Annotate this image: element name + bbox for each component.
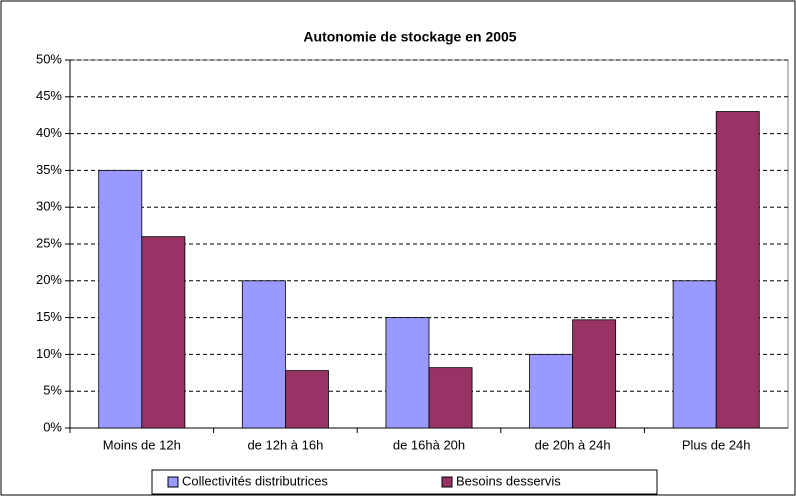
- y-tick-label: 35%: [36, 162, 62, 177]
- legend-label: Collectivités distributrices: [182, 473, 328, 488]
- bar: [572, 319, 617, 429]
- x-tick-label: de 12h à 16h: [247, 437, 323, 452]
- x-tick-label: de 16hà 20h: [393, 437, 465, 452]
- y-tick-label: 0%: [43, 419, 62, 434]
- y-tick-label: 20%: [36, 272, 62, 287]
- bar: [428, 367, 473, 429]
- legend-label: Besoins desservis: [456, 473, 561, 488]
- bar: [241, 280, 286, 429]
- legend: [151, 469, 658, 495]
- y-tick-label: 25%: [36, 235, 62, 250]
- chart-title: Autonomie de stockage en 2005: [303, 29, 516, 45]
- y-tick-label: 5%: [43, 383, 62, 398]
- bar: [385, 317, 430, 429]
- bar: [672, 280, 717, 429]
- x-tick-label: Plus de 24h: [682, 437, 751, 452]
- y-tick-label: 45%: [36, 88, 62, 103]
- bar: [141, 236, 186, 429]
- bar: [715, 111, 760, 429]
- y-tick-label: 50%: [36, 51, 62, 66]
- bar: [284, 370, 329, 429]
- y-tick-label: 40%: [36, 125, 62, 140]
- bar: [98, 169, 143, 429]
- x-tick-label: Moins de 12h: [103, 437, 181, 452]
- y-tick-label: 30%: [36, 199, 62, 214]
- bar: [529, 353, 574, 429]
- legend-swatch: [441, 476, 453, 488]
- legend-swatch: [167, 476, 179, 488]
- x-tick-label: de 20h à 24h: [535, 437, 611, 452]
- y-tick-label: 10%: [36, 346, 62, 361]
- y-tick-label: 15%: [36, 309, 62, 324]
